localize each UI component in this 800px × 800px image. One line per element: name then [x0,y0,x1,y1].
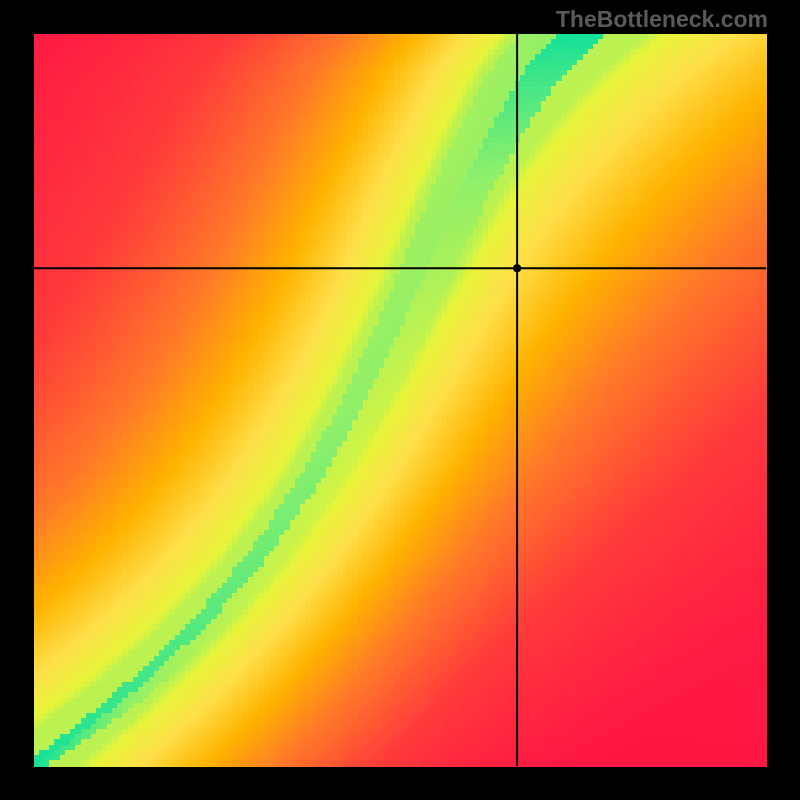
watermark-text: TheBottleneck.com [556,6,768,33]
chart-container: { "chart": { "type": "heatmap", "canvas_… [0,0,800,800]
bottleneck-heatmap [0,0,800,800]
